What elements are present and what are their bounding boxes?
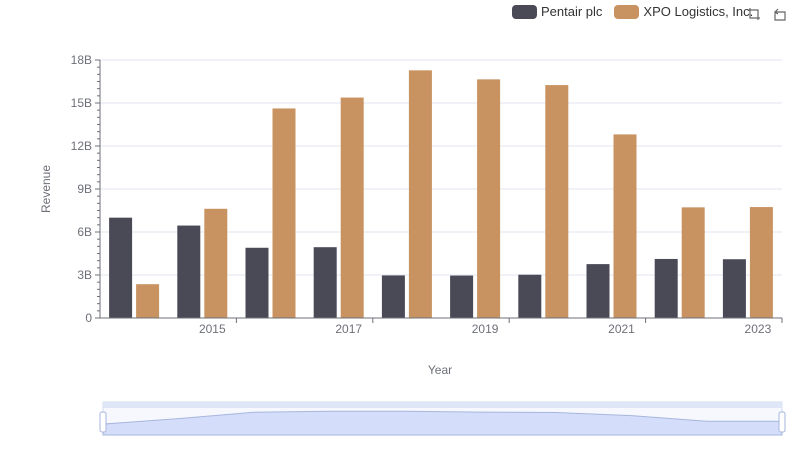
y-axis-title: Revenue — [39, 165, 53, 213]
grid-lines — [100, 59, 782, 319]
y-tick-label: 12B — [71, 139, 92, 153]
bar-xpo-2018[interactable] — [408, 70, 432, 318]
bar-xpo-2022[interactable] — [681, 207, 705, 318]
bar-pentair-2014[interactable] — [109, 217, 133, 318]
legend-item-xpo[interactable]: XPO Logistics, Inc. — [614, 4, 753, 19]
slider-top-bar[interactable] — [103, 402, 782, 408]
bar-pentair-2020[interactable] — [518, 274, 542, 318]
x-tick-label: 2023 — [745, 322, 772, 336]
bar-pentair-2015[interactable] — [177, 225, 201, 318]
bar-xpo-2016[interactable] — [272, 108, 296, 319]
x-tick-label: 2017 — [335, 322, 362, 336]
legend-label-pentair: Pentair plc — [541, 4, 603, 19]
legend-swatch-xpo — [614, 4, 640, 19]
bar-pentair-2019[interactable] — [450, 275, 474, 318]
bar-xpo-2014[interactable] — [136, 284, 160, 318]
data-zoom-slider[interactable] — [99, 401, 786, 436]
bar-xpo-2015[interactable] — [204, 208, 228, 318]
legend-item-pentair[interactable]: Pentair plc — [512, 4, 602, 19]
slider-handle-left[interactable] — [99, 411, 107, 433]
toolbox — [746, 6, 788, 22]
x-tick-label: 2019 — [472, 322, 499, 336]
y-tick-label: 18B — [71, 53, 92, 67]
bar-xpo-2020[interactable] — [545, 85, 569, 318]
slider-handle-right[interactable] — [778, 411, 786, 433]
y-tick-label: 3B — [77, 268, 92, 282]
bar-xpo-2019[interactable] — [477, 79, 501, 318]
y-tick-label: 6B — [77, 225, 92, 239]
legend-swatch-pentair — [512, 4, 537, 19]
legend: Pentair plc XPO Logistics, Inc. — [512, 4, 765, 19]
bar-xpo-2023[interactable] — [749, 207, 773, 318]
y-tick-label: 9B — [77, 182, 92, 196]
x-axis: 2015 2017 2019 2021 2023 — [100, 317, 783, 336]
bars — [109, 70, 773, 319]
restore-icon[interactable] — [772, 6, 788, 22]
bar-pentair-2021[interactable] — [586, 264, 610, 318]
y-axis: 0 3B 6B 9B 12B 15B 18B — [71, 53, 101, 325]
y-tick-label: 15B — [71, 96, 92, 110]
x-tick-label: 2015 — [199, 322, 226, 336]
zoom-icon[interactable] — [746, 6, 762, 22]
bar-pentair-2023[interactable] — [722, 259, 746, 318]
y-tick-label: 0 — [85, 311, 92, 325]
bar-pentair-2022[interactable] — [654, 258, 678, 318]
x-tick-label: 2021 — [608, 322, 635, 336]
bar-xpo-2017[interactable] — [340, 97, 364, 318]
bar-xpo-2021[interactable] — [613, 134, 637, 318]
x-axis-title: Year — [428, 363, 452, 377]
bar-pentair-2016[interactable] — [245, 247, 269, 318]
bar-pentair-2018[interactable] — [381, 275, 405, 318]
bar-pentair-2017[interactable] — [313, 247, 337, 318]
legend-label-xpo: XPO Logistics, Inc. — [643, 4, 754, 19]
